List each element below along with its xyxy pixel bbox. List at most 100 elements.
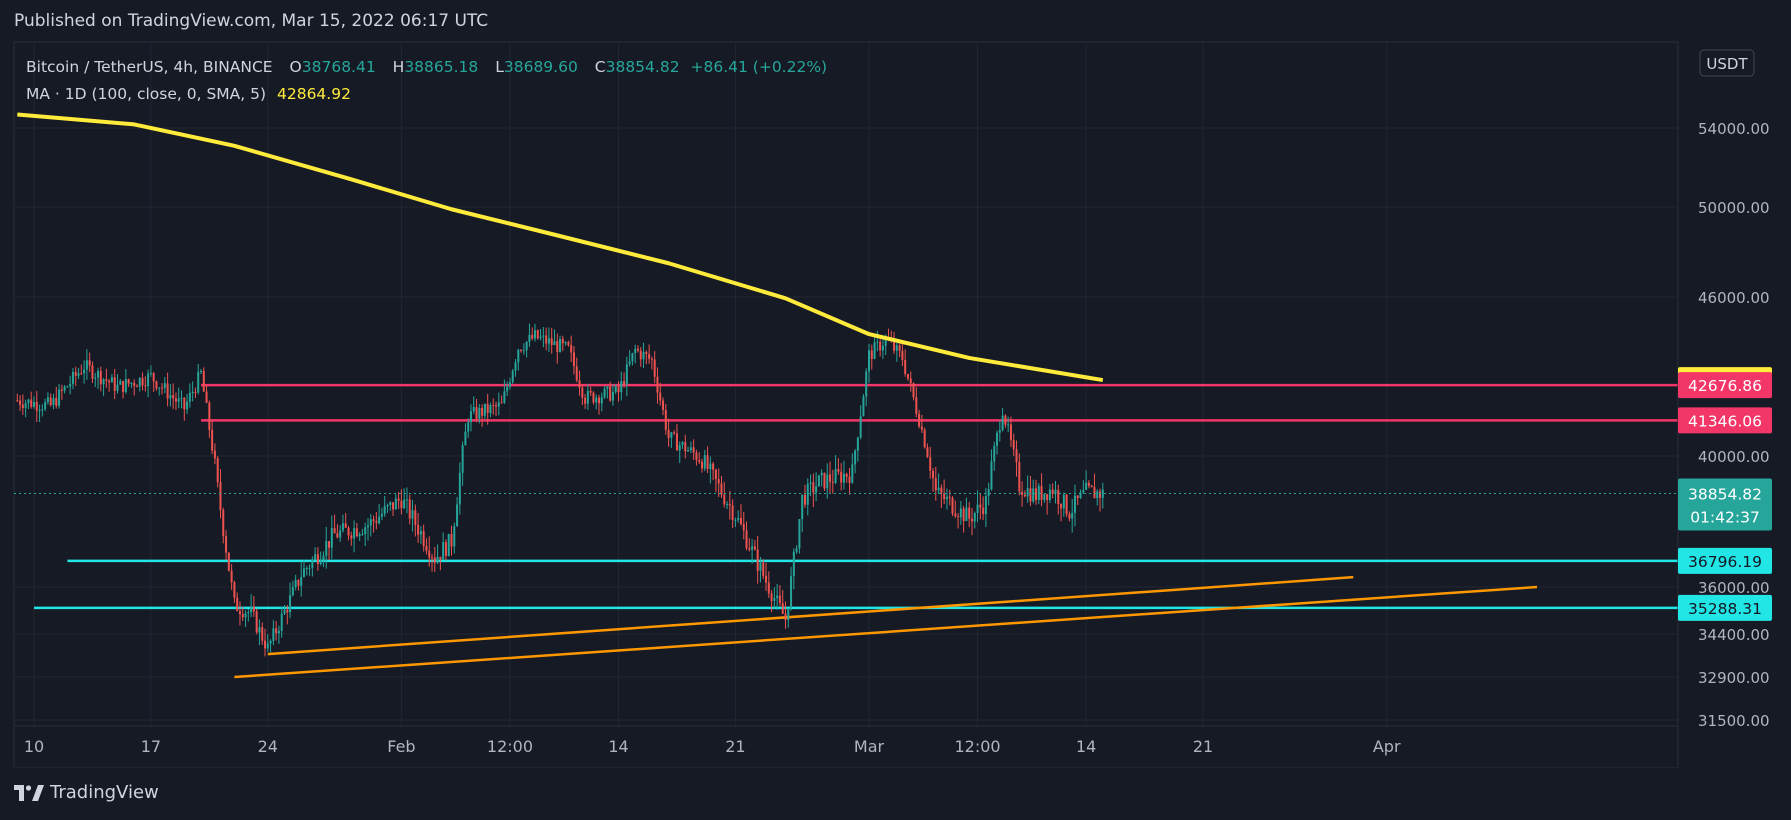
candle-body: [815, 486, 818, 493]
candle-body: [225, 536, 228, 553]
bar-countdown-label: 01:42:37: [1690, 509, 1760, 527]
x-tick-label: 10: [24, 737, 44, 756]
candle-body: [884, 337, 887, 346]
x-tick-label: Apr: [1373, 737, 1401, 756]
candle-body: [525, 341, 528, 351]
x-tick-label: 14: [1076, 737, 1096, 756]
candle-body: [522, 350, 525, 352]
candle-body: [83, 369, 86, 374]
candle-body: [912, 383, 915, 398]
candle-body: [94, 377, 97, 379]
trendline[interactable]: [234, 585, 1538, 679]
candle-body: [943, 493, 946, 500]
last-price-tag: [1678, 478, 1772, 531]
candle-body: [383, 506, 386, 514]
candle-body: [1090, 485, 1093, 488]
candle-body: [848, 476, 851, 483]
candle-body: [456, 504, 459, 527]
candle-body: [144, 385, 147, 387]
candle-body: [19, 400, 22, 405]
candle-body: [1035, 488, 1037, 501]
candle-body: [55, 397, 58, 406]
candle-body: [873, 342, 876, 359]
currency-badge[interactable]: USDT: [1699, 49, 1755, 77]
candle-body: [926, 447, 929, 458]
candle-body: [650, 358, 653, 360]
candle-body: [625, 364, 628, 385]
candle-body: [344, 523, 347, 528]
candle-body: [712, 463, 715, 470]
y-tick-label: 36000.00: [1698, 579, 1770, 597]
candle-body: [840, 471, 843, 483]
tradingview-brand[interactable]: TradingView: [14, 782, 159, 803]
candle-body: [642, 351, 645, 360]
trendline[interactable]: [267, 575, 1354, 656]
level-lines[interactable]: [34, 383, 1678, 610]
candle-body: [202, 371, 205, 392]
support-price-tag: [1678, 547, 1772, 574]
candle-body: [442, 542, 445, 560]
candle-body: [1093, 487, 1096, 499]
candle-body: [536, 330, 539, 339]
candle-body: [386, 505, 389, 507]
candle-body: [497, 402, 500, 407]
candle-body: [820, 472, 823, 476]
candle-body: [653, 359, 656, 377]
candle-body: [898, 345, 901, 351]
candle-body: [706, 455, 709, 470]
candle-body: [987, 489, 990, 496]
candle-body: [645, 351, 648, 355]
candle-body: [213, 450, 216, 459]
candle-body: [1085, 482, 1088, 491]
candle-body: [291, 587, 294, 596]
candle-body: [701, 461, 703, 469]
candle-body: [542, 335, 545, 337]
candle-body: [380, 513, 383, 517]
candle-body: [447, 534, 450, 557]
candle-body: [216, 458, 219, 483]
legend-symbol[interactable]: Bitcoin / TetherUS, 4h, BINANCE: [26, 58, 273, 76]
candle-body: [790, 576, 793, 609]
candle-body: [1037, 486, 1040, 501]
candle-body: [517, 349, 520, 363]
candle-body: [208, 402, 211, 430]
candle-body: [959, 508, 962, 518]
candle-body: [294, 579, 297, 588]
price-axis[interactable]: 31500.00 32900.00 34400.00 36000.00 40000.00…: [1677, 42, 1770, 768]
x-tick-label: 21: [1193, 737, 1213, 756]
candle-body: [528, 334, 531, 342]
candle-body: [408, 499, 411, 519]
candle-body: [152, 373, 155, 382]
candle-body: [589, 390, 592, 393]
candle-body: [33, 402, 35, 407]
candle-body: [425, 545, 428, 551]
candle-body: [695, 452, 698, 461]
y-tick-label: 40000.00: [1698, 448, 1770, 466]
x-tick-label: Mar: [854, 737, 885, 756]
candle-body: [347, 527, 350, 536]
candle-body: [812, 482, 815, 493]
legend-ma-label[interactable]: MA · 1D (100, close, 0, SMA, 5): [26, 85, 267, 103]
candle-body: [200, 371, 202, 373]
candle-body: [520, 349, 523, 351]
candle-body: [105, 379, 108, 381]
candle-body: [85, 360, 88, 370]
candle-body: [792, 551, 795, 577]
candle-body: [893, 341, 896, 351]
candle-body: [656, 376, 659, 393]
candle-body: [862, 396, 865, 417]
trendlines[interactable]: [234, 575, 1538, 679]
candle-body: [909, 378, 912, 384]
ma-line: [17, 112, 1104, 383]
legend-low: 38689.60: [503, 58, 578, 76]
candle-body: [183, 397, 186, 410]
time-axis[interactable]: 10 17 24 Feb 12:00 14 21 Mar 12:00 14 21 Apr: [14, 725, 1678, 756]
candle-body: [739, 517, 742, 525]
price-chart[interactable]: 31500.00 32900.00 34400.00 36000.00 40000.00…: [0, 0, 1791, 768]
candle-body: [826, 474, 829, 489]
candle-body: [135, 386, 138, 388]
candle-body: [1023, 494, 1026, 497]
candle-body: [453, 526, 456, 547]
candle-body: [116, 384, 119, 391]
last-price-label: 38854.82: [1688, 486, 1762, 504]
